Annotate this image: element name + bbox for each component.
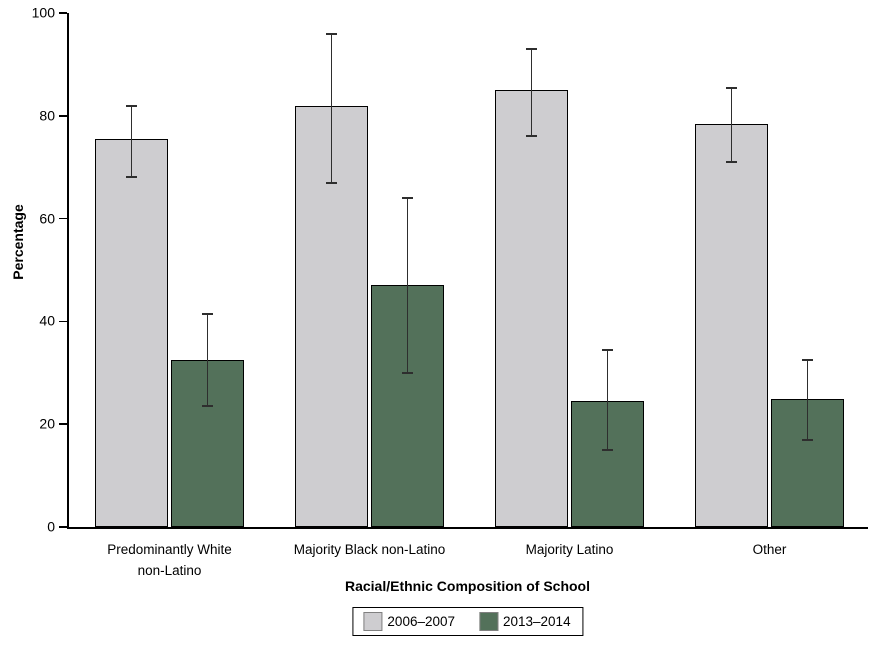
error-bar-cap-top: [526, 47, 537, 50]
legend: 2006–2007 2013–2014: [352, 607, 584, 636]
error-bar-cap-bottom: [602, 448, 613, 451]
error-bar-cap-top: [202, 312, 213, 315]
y-tick-mark: [59, 12, 67, 14]
error-bar-cap-bottom: [126, 176, 137, 179]
y-tick-label: 20: [39, 415, 55, 432]
y-tick-mark: [59, 115, 67, 117]
bar: [495, 90, 568, 527]
error-bar-line: [606, 349, 609, 450]
error-bar-cap-bottom: [726, 161, 737, 164]
y-axis-line: [67, 13, 69, 529]
x-category-label: Other: [752, 542, 787, 557]
legend-item-2013-2014: 2013–2014: [479, 612, 571, 631]
x-category-label: Predominantly White non-Latino: [107, 542, 232, 578]
legend-item-2006-2007: 2006–2007: [363, 612, 455, 631]
legend-swatch-2013-2014-icon: [479, 612, 498, 631]
error-bar-cap-top: [602, 348, 613, 351]
error-bar-line: [130, 105, 133, 178]
x-axis-title: Racial/Ethnic Composition of School: [344, 578, 590, 594]
legend-label-2013-2014: 2013–2014: [503, 614, 571, 629]
y-tick-mark: [59, 217, 67, 220]
legend-swatch-2006-2007-icon: [363, 612, 383, 631]
error-bar-cap-bottom: [202, 405, 213, 408]
error-bar-cap-bottom: [402, 371, 413, 374]
error-bar-line: [406, 198, 409, 373]
error-bar-cap-top: [726, 86, 737, 89]
error-bar-line: [206, 313, 209, 407]
y-tick-label: 60: [39, 210, 55, 227]
bar: [95, 138, 168, 527]
bar: [295, 105, 368, 527]
y-tick-label: 100: [31, 4, 55, 21]
error-bar-cap-bottom: [326, 181, 337, 184]
y-tick-mark: [59, 423, 67, 425]
y-tick-label: 80: [39, 107, 55, 124]
x-category-label: Majority Latino: [525, 542, 614, 557]
y-tick-mark: [59, 526, 67, 528]
error-bar-cap-top: [802, 358, 813, 361]
error-bar-cap-bottom: [526, 135, 537, 138]
bar: [695, 123, 768, 527]
y-tick-label: 40: [39, 313, 55, 330]
error-bar-line: [530, 48, 533, 137]
y-tick-mark: [59, 320, 67, 323]
error-bar-line: [330, 33, 333, 183]
error-bar-line: [730, 87, 733, 163]
x-axis-line: [67, 527, 868, 529]
legend-label-2006-2007: 2006–2007: [387, 614, 455, 629]
y-tick-label: 0: [47, 518, 55, 535]
x-category-label: Majority Black non-Latino: [293, 542, 446, 557]
error-bar-line: [806, 359, 809, 440]
error-bar-cap-bottom: [802, 438, 813, 441]
error-bar-cap-top: [126, 104, 137, 107]
error-bar-cap-top: [326, 32, 337, 35]
error-bar-cap-top: [402, 197, 413, 200]
